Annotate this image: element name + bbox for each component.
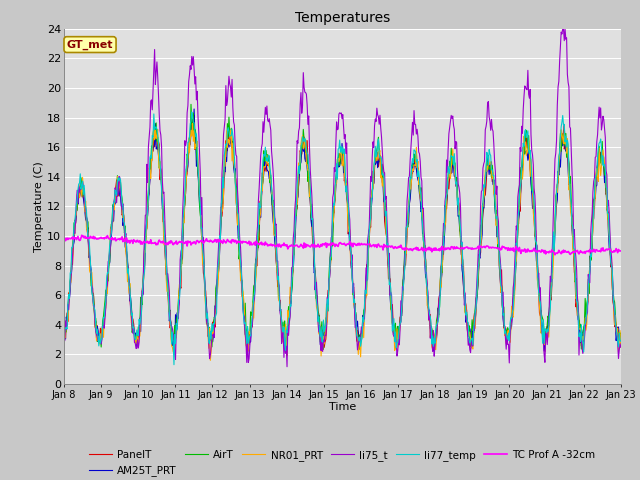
PanelT (70, 234, 78, 240)
TC Prof A -32cm (428, 245, 435, 251)
X-axis label: Time: Time (329, 402, 356, 412)
AM25T_PRT (184, 163, 192, 169)
li75_t (127, 313, 135, 319)
NR01_PRT (617, 345, 625, 350)
Legend: PanelT, AM25T_PRT, AirT, NR01_PRT, li75_t, li77_temp, TC Prof A -32cm: PanelT, AM25T_PRT, AirT, NR01_PRT, li75_… (85, 446, 600, 480)
AirT (617, 341, 625, 347)
PanelT (617, 335, 625, 340)
PanelT (190, 113, 198, 119)
li75_t (70, 228, 78, 233)
Line: li77_temp: li77_temp (64, 112, 621, 365)
Line: TC Prof A -32cm: TC Prof A -32cm (64, 235, 621, 255)
Line: AirT: AirT (64, 104, 621, 349)
Title: Temperatures: Temperatures (295, 11, 390, 25)
li77_temp (188, 109, 196, 115)
AirT (70, 220, 78, 226)
Text: GT_met: GT_met (67, 39, 113, 50)
AM25T_PRT (190, 106, 198, 112)
NR01_PRT (428, 344, 436, 349)
li77_temp (60, 336, 68, 341)
AM25T_PRT (60, 336, 68, 342)
TC Prof A -32cm (60, 235, 68, 240)
PanelT (411, 164, 419, 169)
Y-axis label: Temperature (C): Temperature (C) (34, 161, 44, 252)
AM25T_PRT (428, 329, 436, 335)
li75_t (428, 324, 435, 329)
AirT (356, 347, 364, 352)
Line: li75_t: li75_t (64, 29, 621, 367)
li77_temp (215, 257, 223, 263)
li75_t (617, 344, 625, 350)
AirT (127, 311, 135, 316)
NR01_PRT (412, 163, 419, 168)
NR01_PRT (215, 264, 223, 269)
li77_temp (70, 221, 78, 227)
PanelT (214, 263, 222, 269)
PanelT (60, 326, 68, 332)
li75_t (411, 121, 419, 127)
TC Prof A -32cm (214, 239, 222, 245)
NR01_PRT (127, 320, 135, 326)
Line: AM25T_PRT: AM25T_PRT (64, 109, 621, 352)
TC Prof A -32cm (411, 245, 419, 251)
PanelT (579, 349, 587, 355)
li77_temp (127, 312, 135, 318)
Line: PanelT: PanelT (64, 116, 621, 352)
TC Prof A -32cm (128, 238, 136, 243)
li77_temp (185, 139, 193, 145)
NR01_PRT (207, 357, 214, 363)
AM25T_PRT (617, 333, 625, 339)
PanelT (127, 306, 135, 312)
Line: NR01_PRT: NR01_PRT (64, 123, 621, 360)
AirT (187, 101, 195, 107)
TC Prof A -32cm (551, 252, 559, 258)
li77_temp (617, 338, 625, 344)
li75_t (559, 26, 566, 32)
li75_t (60, 337, 68, 343)
AirT (412, 159, 419, 165)
TC Prof A -32cm (185, 240, 193, 245)
NR01_PRT (189, 120, 196, 126)
AirT (60, 322, 68, 327)
TC Prof A -32cm (70, 234, 78, 240)
AirT (428, 326, 436, 332)
li77_temp (412, 149, 419, 155)
TC Prof A -32cm (78, 232, 86, 238)
li77_temp (170, 362, 178, 368)
PanelT (184, 156, 192, 162)
NR01_PRT (184, 156, 192, 162)
PanelT (428, 331, 435, 336)
AirT (184, 156, 192, 161)
AM25T_PRT (243, 349, 251, 355)
li77_temp (428, 341, 436, 347)
AM25T_PRT (214, 273, 222, 279)
li75_t (214, 266, 221, 272)
AM25T_PRT (127, 303, 135, 309)
TC Prof A -32cm (617, 248, 625, 254)
AM25T_PRT (412, 161, 419, 167)
li75_t (184, 103, 192, 108)
NR01_PRT (60, 336, 68, 342)
AM25T_PRT (70, 239, 78, 244)
AirT (214, 271, 222, 276)
NR01_PRT (70, 231, 78, 237)
li75_t (283, 364, 291, 370)
